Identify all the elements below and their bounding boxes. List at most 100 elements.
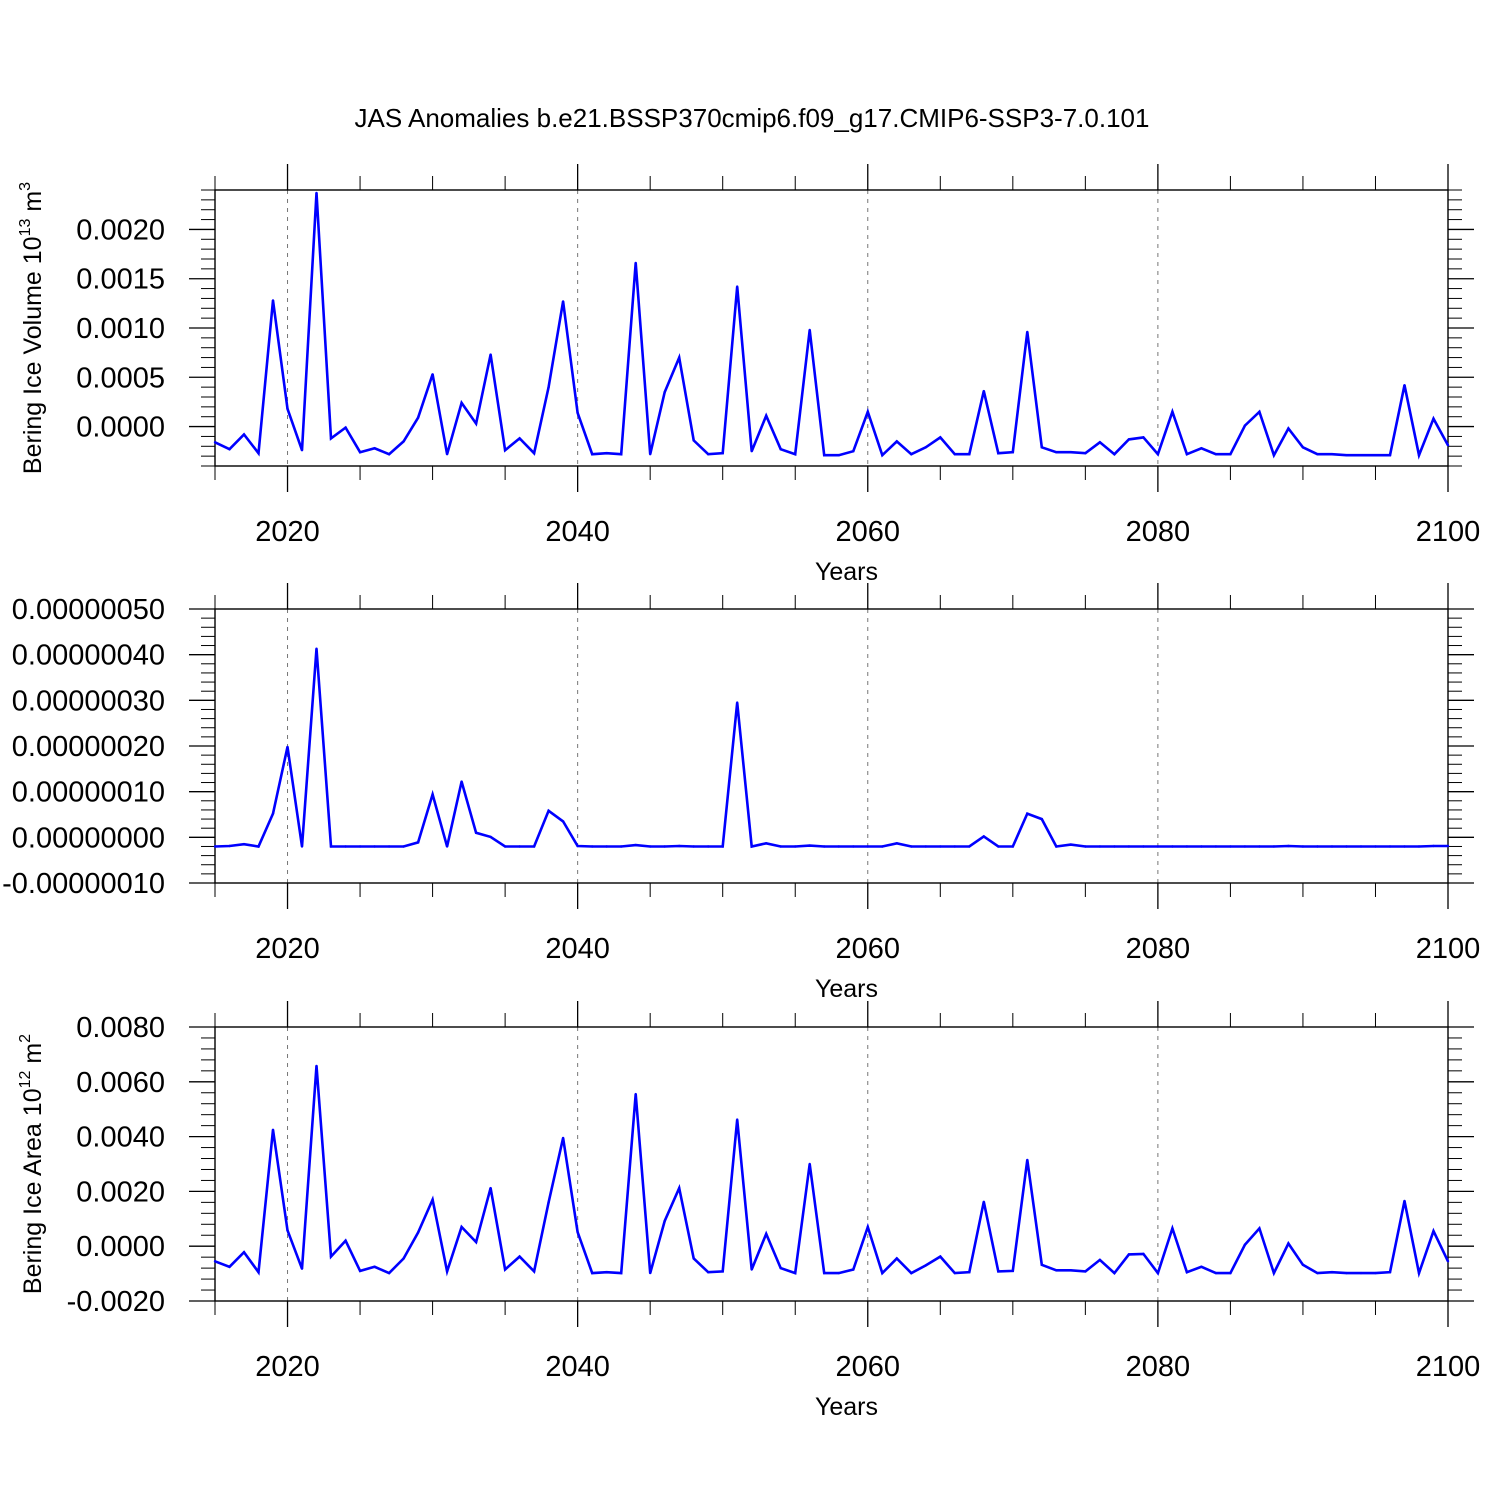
data-point [489, 353, 492, 356]
data-point [591, 1271, 594, 1275]
y-axis-label-part: Bering Ice Volume 10 [19, 236, 47, 474]
data-point [1345, 845, 1348, 848]
data-point [503, 449, 507, 452]
data-point [387, 1271, 391, 1275]
data-point [1359, 1271, 1363, 1275]
data-point [1011, 845, 1014, 848]
data-point [1214, 1271, 1218, 1275]
data-point [1229, 453, 1232, 456]
y-axis-label: Bering Ice Area 1012 m2 [17, 1034, 47, 1294]
data-point [1345, 1271, 1348, 1275]
data-point [1272, 845, 1276, 848]
data-point [1055, 451, 1058, 454]
data-point [997, 845, 1000, 848]
data-point [460, 1225, 463, 1229]
data-point [953, 1271, 956, 1275]
data-point [852, 450, 855, 453]
data-point [532, 452, 536, 455]
data-point [1258, 1227, 1261, 1230]
data-point [1316, 453, 1319, 456]
data-point [1316, 845, 1319, 848]
data-point [213, 1260, 217, 1263]
data-point [1388, 845, 1392, 848]
data-point [286, 745, 289, 749]
data-point [750, 1268, 753, 1271]
x-axis-label: Years [815, 558, 878, 586]
data-point [1243, 1243, 1247, 1247]
data-point [416, 1231, 420, 1234]
data-point [634, 261, 637, 265]
data-point [1113, 845, 1116, 848]
data-point [1287, 427, 1290, 430]
y-tick-label: 0.0020 [76, 1176, 165, 1208]
data-point [242, 843, 246, 846]
data-point [649, 845, 652, 848]
data-point [605, 1271, 608, 1274]
data-point [649, 453, 652, 456]
data-point [1185, 1271, 1189, 1274]
data-point [1171, 1227, 1174, 1230]
data-point [736, 701, 739, 704]
data-point [286, 407, 289, 410]
data-point [692, 845, 695, 848]
data-point [547, 809, 550, 812]
data-point [489, 835, 492, 839]
data-point [387, 453, 391, 456]
data-point [866, 410, 869, 413]
data-point [678, 844, 681, 848]
y-tick-label: 0.00000030 [12, 685, 165, 717]
data-point [1069, 1269, 1073, 1272]
data-point [1301, 845, 1305, 848]
data-point [678, 356, 681, 359]
data-point [1301, 446, 1305, 449]
data-point [1359, 845, 1363, 848]
data-point [344, 845, 347, 848]
data-point [315, 191, 318, 195]
data-point [1156, 453, 1160, 456]
data-point [605, 845, 608, 848]
data-point [358, 845, 362, 848]
data-point [576, 411, 579, 414]
y-axis-label-superscript: 3 [17, 182, 34, 191]
data-point [474, 831, 478, 834]
data-point [1055, 1269, 1058, 1272]
y-tick-label: 0.0010 [76, 313, 165, 345]
data-point [1200, 845, 1203, 848]
data-point [300, 1267, 304, 1270]
data-points [213, 191, 1450, 457]
plot-frame [214, 1026, 1449, 1302]
data-point [344, 426, 347, 429]
data-point [1200, 1265, 1203, 1269]
panel-3: 2020 2040 2060 2080 2100 -0.0020 0.0000 0.0020 0… [17, 1001, 1480, 1421]
x-tick-label: 2060 [836, 933, 901, 965]
data-point [678, 1186, 681, 1190]
data-point [1098, 1258, 1102, 1262]
data-point [315, 1064, 318, 1068]
data-point [1417, 454, 1421, 457]
y-axis-label-superscript: 2 [17, 1034, 34, 1043]
data-point [1113, 453, 1116, 456]
data-point [271, 1128, 275, 1132]
x-tick-label: 2020 [255, 1351, 320, 1383]
data-point [634, 1092, 637, 1096]
data-point [939, 436, 942, 439]
data-point [591, 845, 594, 848]
data-point [576, 844, 579, 848]
data-point [881, 1271, 884, 1275]
data-point [968, 453, 971, 456]
data-point [431, 793, 434, 796]
data-point [257, 845, 260, 848]
x-tick-label: 2080 [1126, 516, 1191, 548]
data-point [1272, 454, 1276, 457]
data-point [1432, 1229, 1435, 1233]
y-tick-label: 0.0000 [76, 1231, 165, 1263]
data-point [837, 454, 840, 457]
data-point [300, 845, 304, 848]
data-point [808, 844, 811, 847]
data-point [431, 373, 434, 376]
y-tick-label: 0.00000020 [12, 731, 165, 763]
data-point [997, 452, 1000, 455]
data-point [460, 401, 463, 405]
data-point [1214, 453, 1218, 456]
